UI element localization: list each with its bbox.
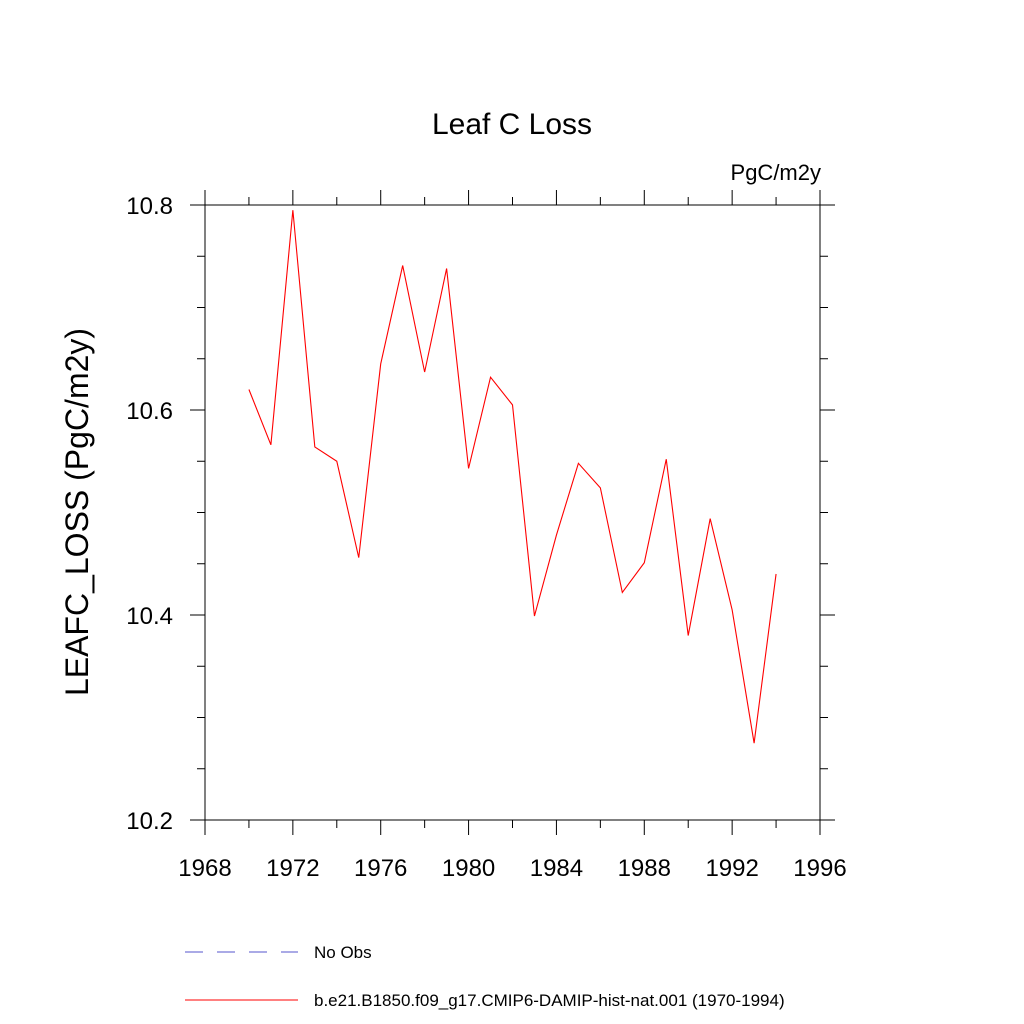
- x-tick-label: 1996: [793, 855, 846, 882]
- x-tick-label: 1968: [178, 855, 231, 882]
- y-tick-label: 10.2: [126, 808, 173, 835]
- y-tick-label: 10.8: [126, 193, 173, 220]
- chart-title: Leaf C Loss: [432, 108, 592, 141]
- legend-label: b.e21.B1850.f09_g17.CMIP6-DAMIP-hist-nat…: [314, 991, 785, 1010]
- y-axis-label: LEAFC_LOSS (PgC/m2y): [59, 328, 95, 696]
- x-tick-label: 1992: [705, 855, 758, 882]
- x-tick-label: 1980: [442, 855, 495, 882]
- units-label: PgC/m2y: [731, 160, 821, 185]
- plot-frame: [204, 204, 821, 821]
- series-lines: [248, 210, 777, 744]
- y-tick-label: 10.6: [126, 398, 173, 425]
- x-tick-label: 1988: [618, 855, 671, 882]
- y-tick-label: 10.4: [126, 603, 173, 630]
- legend-label: No Obs: [314, 943, 372, 962]
- axes: 1968 1972 1976 1980 1984 1988 1992 1996 10.2 10.4…: [126, 190, 847, 882]
- series-line: [248, 210, 777, 744]
- x-tick-label: 1984: [530, 855, 583, 882]
- legend: No Obs b.e21.B1850.f09_g17.CMIP6-DAMIP-hi…: [185, 943, 785, 1010]
- x-tick-label: 1972: [266, 855, 319, 882]
- x-tick-label: 1976: [354, 855, 407, 882]
